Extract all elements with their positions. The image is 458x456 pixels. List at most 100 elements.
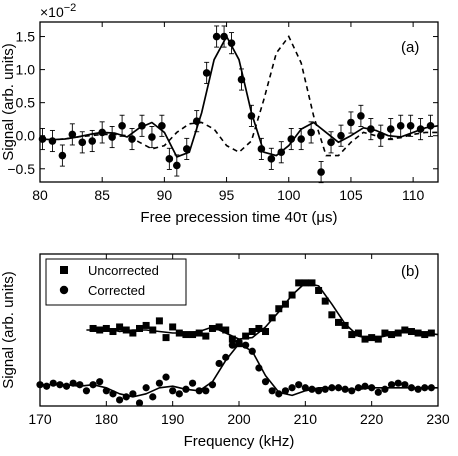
x-tick-label: 95 <box>219 187 235 203</box>
data-point <box>182 145 191 153</box>
legend-uncorrected-label: Uncorrected <box>88 263 159 278</box>
fit-curve-dashed <box>39 34 438 157</box>
data-point <box>48 137 57 145</box>
data-point <box>202 69 211 77</box>
data-point <box>337 131 345 140</box>
corrected-point <box>215 359 223 368</box>
uncorrected-point <box>202 332 210 340</box>
data-point <box>165 155 174 163</box>
x-tick-label: 190 <box>161 411 185 427</box>
x-tick-label: 80 <box>32 187 48 203</box>
data-point <box>317 168 325 176</box>
uncorrected-point <box>255 324 263 332</box>
corrected-point <box>348 387 356 395</box>
uncorrected-point <box>142 321 150 329</box>
uncorrected-point <box>308 279 316 287</box>
panel-a: 80 85 90 95 100 105 110 −0.5 0.0 0.5 1.0 1.5 (a) ×1… <box>0 2 439 226</box>
x-tick-label: 105 <box>339 187 363 203</box>
uncorrected-point <box>215 323 223 331</box>
data-point <box>307 128 315 137</box>
corrected-point <box>288 384 296 392</box>
data-point <box>148 133 156 141</box>
data-point <box>58 151 67 160</box>
corrected-point <box>414 385 422 393</box>
data-point <box>267 155 276 163</box>
y-tick-label: 1.0 <box>16 62 36 78</box>
legend-uncorrected-marker <box>60 266 68 274</box>
corrected-point <box>381 385 389 393</box>
corrected-point <box>295 381 303 389</box>
corrected-point <box>49 379 57 387</box>
panel-a-xlabel: Free precession time 40τ (μs) <box>140 209 337 226</box>
uncorrected-point <box>182 331 190 339</box>
uncorrected-point <box>195 329 203 337</box>
uncorrected-point <box>315 286 323 294</box>
data-point <box>357 112 365 120</box>
corrected-point <box>394 379 402 387</box>
legend-corrected-marker <box>59 285 69 295</box>
uncorrected-point <box>222 326 230 334</box>
uncorrected-point <box>262 328 270 336</box>
y-tick-label: 1.5 <box>16 29 36 45</box>
corrected-point <box>281 387 290 395</box>
uncorrected-point <box>374 335 382 343</box>
corrected-point <box>155 379 163 387</box>
uncorrected-point <box>162 334 170 342</box>
uncorrected-point <box>189 331 197 339</box>
y-tick-label: −0.5 <box>7 161 35 177</box>
uncorrected-point <box>341 321 349 329</box>
x-tick-label: 230 <box>426 411 450 427</box>
uncorrected-point <box>401 326 409 334</box>
fit-curve <box>86 282 439 340</box>
data-point <box>386 125 395 133</box>
x-tick-label: 110 <box>402 187 425 203</box>
data-point <box>78 138 87 147</box>
corrected-point <box>135 399 144 407</box>
uncorrected-point <box>268 314 276 322</box>
uncorrected-point <box>381 329 389 337</box>
corrected-point <box>129 390 137 398</box>
corrected-point <box>162 373 170 381</box>
panel-a-multiplier: ×10−2 <box>40 2 76 20</box>
legend-corrected-label: Corrected <box>88 283 145 298</box>
corrected-point <box>188 379 197 387</box>
uncorrected-point <box>328 311 336 319</box>
legend-box <box>45 258 187 306</box>
corrected-point <box>62 382 71 390</box>
x-tick-label: 200 <box>227 411 251 427</box>
data-point <box>406 122 415 130</box>
corrected-point <box>268 387 276 395</box>
uncorrected-point <box>361 335 369 343</box>
corrected-point <box>374 388 382 396</box>
uncorrected-point <box>335 318 342 326</box>
data-point <box>88 137 97 145</box>
corrected-point <box>96 378 104 386</box>
corrected-point <box>142 384 150 392</box>
uncorrected-point <box>354 329 362 337</box>
uncorrected-point <box>421 331 429 339</box>
uncorrected-point <box>208 324 216 332</box>
data-point <box>212 32 221 41</box>
data-point <box>173 161 181 170</box>
uncorrected-point <box>368 334 376 342</box>
data-point <box>68 130 77 139</box>
uncorrected-point <box>228 335 236 343</box>
fit-curve-solid <box>39 35 439 158</box>
uncorrected-point <box>295 279 303 287</box>
corrected-point <box>202 387 210 395</box>
uncorrected-point <box>129 329 137 337</box>
data-point <box>327 138 335 147</box>
corrected-point <box>321 385 329 393</box>
corrected-point <box>76 381 84 389</box>
legend: Uncorrected Corrected <box>45 258 187 306</box>
corrected-point <box>175 390 183 398</box>
uncorrected-point <box>242 332 250 340</box>
corrected-point <box>354 384 362 392</box>
data-point <box>396 122 405 130</box>
uncorrected-point <box>155 317 163 325</box>
corrected-point <box>301 384 309 392</box>
corrected-point <box>149 393 157 401</box>
panel-a-frame <box>39 21 439 183</box>
data-point <box>297 135 305 143</box>
